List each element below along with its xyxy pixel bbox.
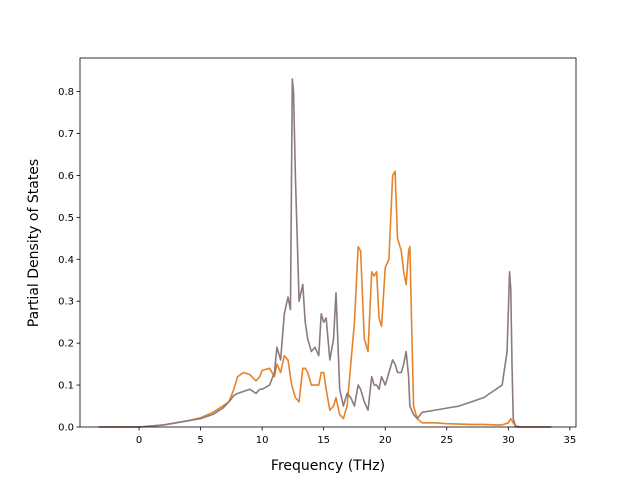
x-tick-label: 20 — [379, 435, 392, 446]
y-axis-label: Partial Density of States — [26, 159, 42, 327]
x-tick-label: 25 — [440, 435, 453, 446]
x-tick-label: 10 — [256, 435, 269, 446]
series-line-1 — [98, 170, 552, 428]
y-axis: 0.0 0.1 0.2 0.3 0.4 0.5 0.6 0.7 0.8 — [58, 87, 80, 434]
y-tick-label: 0.4 — [58, 255, 74, 266]
y-tick-label: 0.1 — [58, 381, 74, 392]
x-axis-label: Frequency (THz) — [271, 458, 385, 474]
y-tick-label: 0.6 — [58, 171, 74, 182]
x-tick-label: 15 — [317, 435, 330, 446]
y-tick-label: 0.5 — [58, 213, 74, 224]
y-tick-label: 0.2 — [58, 339, 74, 350]
y-tick-label: 0.0 — [58, 423, 74, 434]
x-axis: 0 5 10 15 20 25 30 35 — [136, 427, 576, 446]
y-tick-label: 0.7 — [58, 129, 74, 140]
x-tick-label: 30 — [502, 435, 515, 446]
y-tick-label: 0.8 — [58, 87, 74, 98]
x-tick-label: 0 — [136, 435, 142, 446]
series-layer — [98, 78, 552, 428]
y-tick-label: 0.3 — [58, 297, 74, 308]
x-tick-label: 5 — [197, 435, 203, 446]
plot-frame — [79, 57, 577, 428]
series-line-2 — [98, 78, 552, 428]
x-tick-label: 35 — [563, 435, 576, 446]
